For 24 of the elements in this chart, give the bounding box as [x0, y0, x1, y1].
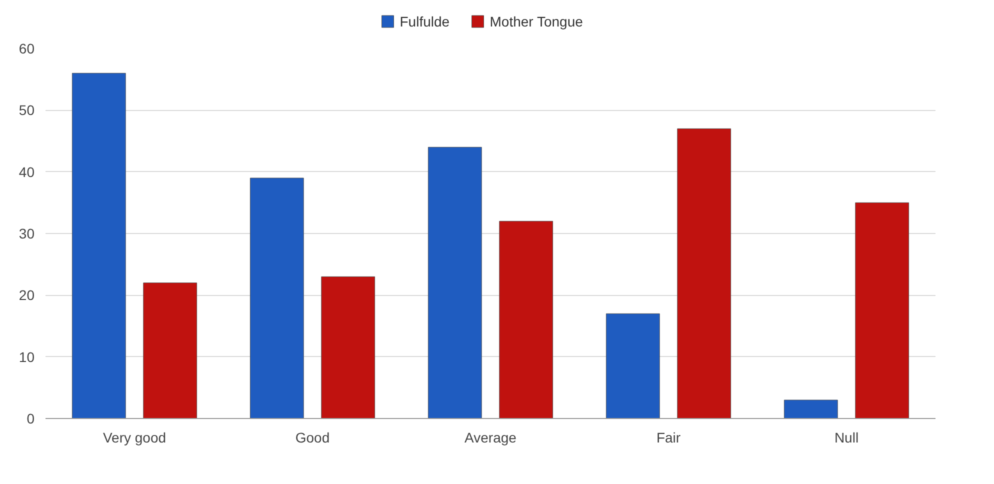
bar [428, 146, 482, 418]
y-tick-label: 60 [18, 40, 35, 56]
bar [250, 178, 304, 418]
y-tick-label: 10 [18, 348, 35, 365]
y-tick-label: 30 [18, 226, 35, 242]
x-tick-label: Null [834, 430, 859, 446]
bar [321, 276, 376, 418]
x-tick-label: Fair [656, 430, 681, 446]
bar [72, 72, 126, 418]
x-tick-label: Average [464, 430, 517, 446]
bar [499, 220, 554, 418]
y-tick-label: 50 [18, 102, 35, 118]
y-tick-label: 20 [18, 287, 35, 304]
x-tick-label: Good [295, 430, 330, 446]
bar [606, 313, 660, 418]
y-tick-label: 0 [26, 410, 35, 426]
bar [855, 202, 910, 418]
bar [784, 400, 838, 418]
bar [143, 282, 198, 418]
bar [677, 128, 732, 418]
legend-label: Fulfulde [400, 14, 450, 30]
y-tick-label: 40 [18, 164, 35, 180]
x-tick-label: Very good [102, 430, 166, 446]
legend-label: Mother Tongue [490, 14, 584, 30]
